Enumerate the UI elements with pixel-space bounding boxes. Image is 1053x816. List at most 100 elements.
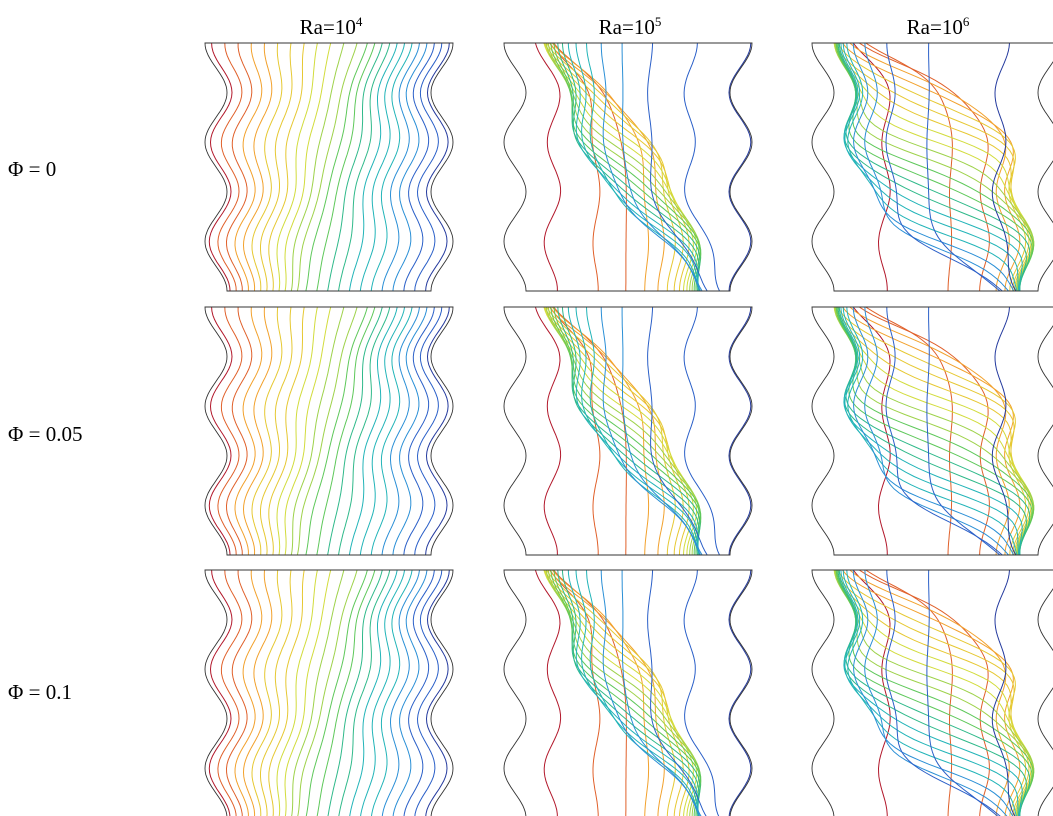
isotherm-line [838,570,1027,816]
isotherm-line [208,43,233,291]
cavity-wall-outline [204,42,454,292]
isotherm-line [846,43,1018,291]
isotherm-line [833,570,1032,816]
isotherm-line [926,307,1001,555]
isotherm-line [392,307,428,555]
isotherm-line [327,307,383,555]
isotherm-line [926,570,1001,816]
isotherm-line [647,570,708,816]
isotherm-line [534,570,562,816]
column-header-exponent: 6 [962,14,970,29]
isotherm-line [296,43,358,291]
isotherm-line [425,307,450,555]
isotherm-line [544,307,698,555]
isotherm-line [840,570,1023,816]
isotherm-line [370,43,413,291]
isotherm-line [348,570,398,816]
row-label-phi-0.05: Φ = 0.05 [8,422,83,446]
isotherm-line [381,307,420,555]
isotherm-line [251,43,283,291]
isotherm-line [864,307,1009,555]
isotherm-line [381,43,420,291]
isotherm-line [553,43,702,291]
isotherm-line [864,43,1009,291]
isotherm-line [225,307,253,555]
isotherm-line [557,570,701,816]
isotherm-line [260,43,293,291]
isotherm-line [837,43,1031,291]
isotherm-line [268,570,305,816]
isotherm-line [852,570,1015,816]
isotherm-line [217,307,243,555]
isotherm-line [543,570,690,816]
isotherm-line [846,570,1018,816]
cavity-wall-outline [811,569,1053,816]
isotherm-line [327,570,383,816]
isotherm-line [864,570,1009,816]
contour-panel [204,569,454,816]
contour-panel [503,306,753,556]
column-header-prefix: Ra=10 [299,15,356,39]
isotherm-line [852,307,1015,555]
cavity-wall-outline [204,306,454,556]
isotherm-line [553,307,627,555]
isotherm-line [550,570,702,816]
isotherm-line [403,43,435,291]
isotherm-line [276,307,318,555]
isotherm-line [553,570,702,816]
isotherm-line [544,570,698,816]
contour-panel [811,569,1053,816]
contour-panel [503,42,753,292]
isotherm-line [837,570,1031,816]
isotherm-line [359,307,406,555]
isotherm-line [838,43,1027,291]
isotherm-line [561,43,700,291]
isotherm-line [858,570,990,816]
isotherm-line [217,43,243,291]
isotherm-line [549,570,665,816]
isotherm-line [547,43,701,291]
isotherm-line [852,570,891,816]
isotherm-line [836,570,1033,816]
isotherm-line [392,43,428,291]
cavity-wall-outline [811,42,1053,292]
isotherm-line [296,570,358,816]
isotherm-line [553,43,627,291]
isotherm-line [217,570,243,816]
isotherm-line [833,570,1033,816]
isotherm-line [316,570,376,816]
isotherm-line [621,307,703,555]
isotherm-line [268,43,305,291]
isotherm-line [549,43,665,291]
isotherm-line [290,570,345,816]
isotherm-line [370,307,413,555]
isotherm-line [849,570,1010,816]
isotherm-line [348,307,398,555]
isotherm-line [284,307,332,555]
isotherm-line [316,307,376,555]
isotherm-line [547,307,701,555]
isotherm-line [534,43,562,291]
isotherm-line [338,307,391,555]
column-header-ra-1e4: Ra=104 [206,10,456,39]
isotherm-line [885,570,1003,816]
column-header-exponent: 5 [654,14,662,29]
isotherm-line [865,43,953,291]
isotherm-line [225,43,253,291]
isotherm-line [305,43,368,291]
isotherm-line [305,570,368,816]
isotherm-line [551,307,650,555]
isotherm-line [403,307,435,555]
isotherm-line [600,570,701,816]
isotherm-line [561,307,700,555]
isotherm-line [926,43,1001,291]
isotherm-line [683,570,720,816]
isotherm-line [557,43,701,291]
isotherm-line [835,570,1030,816]
isotherm-line [840,43,1023,291]
isotherm-line [414,307,443,555]
isotherm-line [575,43,701,291]
isotherm-line [234,307,263,555]
isotherm-line [348,43,398,291]
isotherm-line [991,43,1017,291]
